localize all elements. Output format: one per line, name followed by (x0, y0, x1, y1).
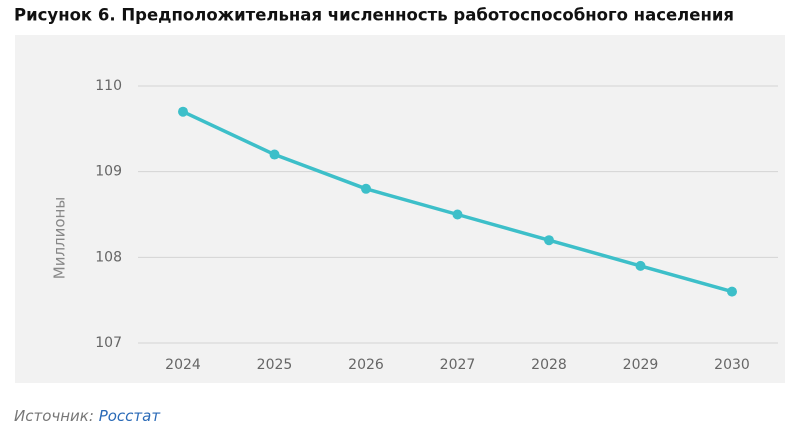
x-tick-label: 2029 (623, 357, 659, 373)
x-tick-label: 2027 (440, 357, 476, 373)
y-tick-label: 110 (95, 78, 122, 94)
marker (452, 209, 463, 220)
chart-title: Рисунок 6. Предположительная численность… (14, 6, 734, 25)
marker (269, 149, 280, 160)
y-tick-label: 107 (95, 335, 122, 351)
y-tick-label: 109 (95, 164, 122, 180)
y-axis-label: Миллионы (51, 197, 69, 279)
source-label: Источник: (14, 407, 94, 425)
marker (544, 235, 554, 246)
y-tick-label: 108 (95, 249, 122, 265)
marker (361, 183, 371, 194)
x-tick-label: 2028 (531, 357, 567, 373)
x-tick-label: 2030 (714, 357, 750, 373)
x-tick-label: 2024 (165, 357, 201, 373)
plot-background (15, 35, 785, 383)
marker (727, 286, 737, 297)
marker (178, 106, 188, 117)
x-tick-label: 2025 (257, 357, 293, 373)
x-tick-label: 2026 (348, 357, 384, 373)
marker (635, 260, 646, 271)
source-link[interactable]: Росстат (99, 407, 162, 425)
source: Источник: Росстат (14, 407, 161, 425)
